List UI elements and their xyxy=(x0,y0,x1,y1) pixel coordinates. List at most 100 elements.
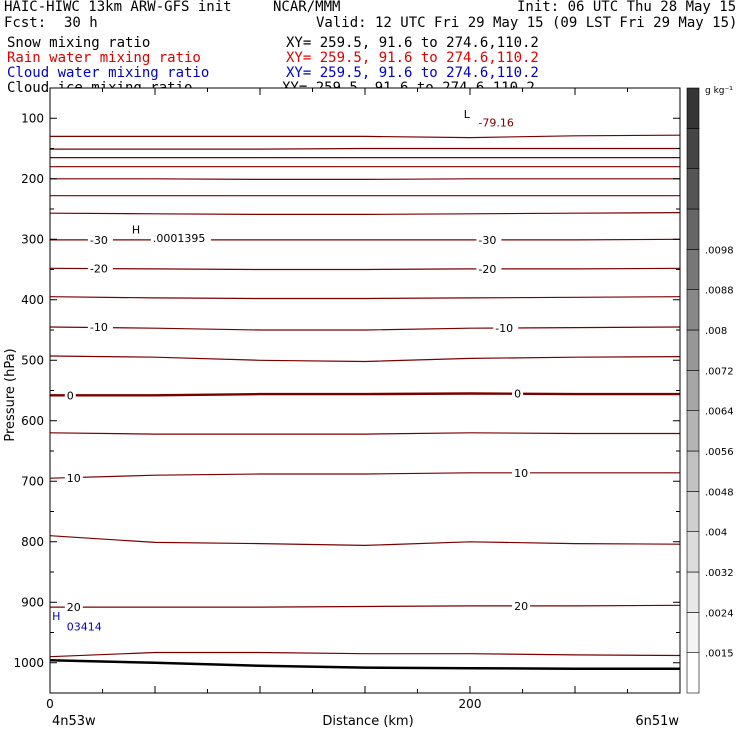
contour-line xyxy=(49,296,681,300)
label-background xyxy=(50,609,62,623)
label-background xyxy=(64,600,83,614)
y-tick-label: 900 xyxy=(21,595,44,609)
colorbar-swatch xyxy=(686,652,700,694)
org-label: NCAR/MMM xyxy=(273,0,341,15)
y-tick-label: 500 xyxy=(21,353,44,367)
contour-label: 0 xyxy=(514,388,521,401)
colorbar-label: .0056 xyxy=(705,447,734,458)
colorbar-label: .0024 xyxy=(705,608,734,619)
label-background xyxy=(512,386,524,400)
label-background xyxy=(64,471,83,485)
contour-label: -20 xyxy=(90,262,108,275)
y-tick-label: 100 xyxy=(21,111,44,125)
y-tick-label: 300 xyxy=(21,232,44,246)
label-background xyxy=(64,619,104,633)
contour-line xyxy=(49,432,680,435)
contour-line xyxy=(50,147,680,150)
colorbar-swatch xyxy=(686,329,700,371)
label-background xyxy=(476,115,523,129)
forecast-hour: 30 h xyxy=(64,15,98,31)
contour-label: -20 xyxy=(478,263,496,276)
contour-label: 10 xyxy=(514,467,528,480)
contour-label: 03414 xyxy=(67,620,102,633)
y-tick-label: 1000 xyxy=(13,656,44,670)
colorbar-swatch xyxy=(686,168,700,210)
colorbar-swatch xyxy=(686,571,700,613)
colorbar-swatch xyxy=(686,491,700,532)
x-tick-label: 0 xyxy=(46,697,54,711)
label-background xyxy=(64,388,76,402)
label-background xyxy=(476,261,502,275)
colorbar-swatch xyxy=(686,531,700,573)
colorbar-swatch xyxy=(686,249,700,290)
x-tick-label: 200 xyxy=(459,697,482,711)
colorbar-unit: g kg⁻¹ xyxy=(705,86,733,96)
contour-line xyxy=(50,178,680,180)
contour-line xyxy=(49,535,681,547)
contour-label: H xyxy=(132,224,140,237)
ground-line xyxy=(49,659,680,671)
contour-line xyxy=(49,355,681,363)
contour-labels: -30 -30 -20 -20 -10 -10 0 0 10 10 20 20 L -79.16 H .000… xyxy=(50,107,531,633)
contour-line xyxy=(49,267,681,271)
contour-line xyxy=(49,472,680,479)
contour-label: 0 xyxy=(67,389,74,402)
contour-label: -30 xyxy=(90,234,108,247)
colorbar-swatch xyxy=(686,410,700,452)
colorbar-label: .0048 xyxy=(705,487,734,498)
contour-line xyxy=(49,651,681,658)
x-start-label: 4n53w xyxy=(52,714,96,729)
model-title: HAIC-HIWC 13km ARW-GFS init xyxy=(4,0,232,15)
contour-label: L xyxy=(464,108,471,121)
field-name-cloud-water: Cloud water mixing ratio xyxy=(7,65,210,81)
label-background xyxy=(476,232,502,246)
colorbar-label: .0088 xyxy=(705,286,734,297)
label-background xyxy=(493,321,519,335)
y-tick-label: 800 xyxy=(21,535,44,549)
contour-line xyxy=(49,326,681,331)
contour-label: -10 xyxy=(495,322,513,335)
y-tick-label: 700 xyxy=(21,474,44,488)
colorbar-swatch xyxy=(686,612,700,653)
field-xy-cloud-water: XY= 259.5, 91.6 to 274.6,110.2 xyxy=(286,65,539,81)
colorbar-swatch xyxy=(686,289,700,331)
terrain-line xyxy=(49,659,680,671)
colorbar-label: .008 xyxy=(705,326,727,337)
label-background xyxy=(512,598,531,612)
field-name-rain: Rain water mixing ratio xyxy=(7,50,201,66)
contour-label: -79.16 xyxy=(478,116,513,129)
colorbar-label: .0032 xyxy=(705,568,734,579)
contour-line xyxy=(50,238,681,241)
colorbar-label: .0072 xyxy=(705,366,734,377)
init-time: Init: 06 UTC Thu 28 May 15 xyxy=(517,0,737,15)
contour-line xyxy=(50,392,680,397)
label-background xyxy=(87,261,113,275)
valid-time: Valid: 12 UTC Fri 29 May 15 (09 LST Fri … xyxy=(316,15,738,31)
colorbar: .0015 .0024 .0032 .004 .0048 .0056 .0064 .0072.… xyxy=(686,87,734,694)
colorbar-swatch xyxy=(686,450,700,492)
colorbar-swatch xyxy=(686,87,700,129)
contour-label: -10 xyxy=(90,321,108,334)
label-background xyxy=(461,107,473,121)
colorbar-label: .0098 xyxy=(705,245,734,256)
colorbar-swatch xyxy=(686,208,700,250)
label-background xyxy=(129,222,141,236)
contour-label: .0001395 xyxy=(153,232,206,245)
colorbar-label: .0064 xyxy=(705,407,734,418)
x-axis-label: Distance (km) xyxy=(322,714,413,729)
field-xy-snow: XY= 259.5, 91.6 to 274.6,110.2 xyxy=(286,35,539,51)
y-axis-label: Pressure (hPa) xyxy=(3,348,18,441)
contour-line xyxy=(50,604,681,608)
forecast-label: Fcst: xyxy=(4,15,47,31)
label-background xyxy=(150,231,211,245)
plot-area xyxy=(50,88,680,693)
colorbar-swatch xyxy=(686,128,700,169)
contour-line xyxy=(50,134,681,139)
colorbar-label: .004 xyxy=(705,528,727,539)
label-background xyxy=(87,319,113,333)
label-background xyxy=(512,465,531,479)
colorbar-swatch xyxy=(686,370,700,411)
x-end-label: 6n51w xyxy=(635,714,679,729)
